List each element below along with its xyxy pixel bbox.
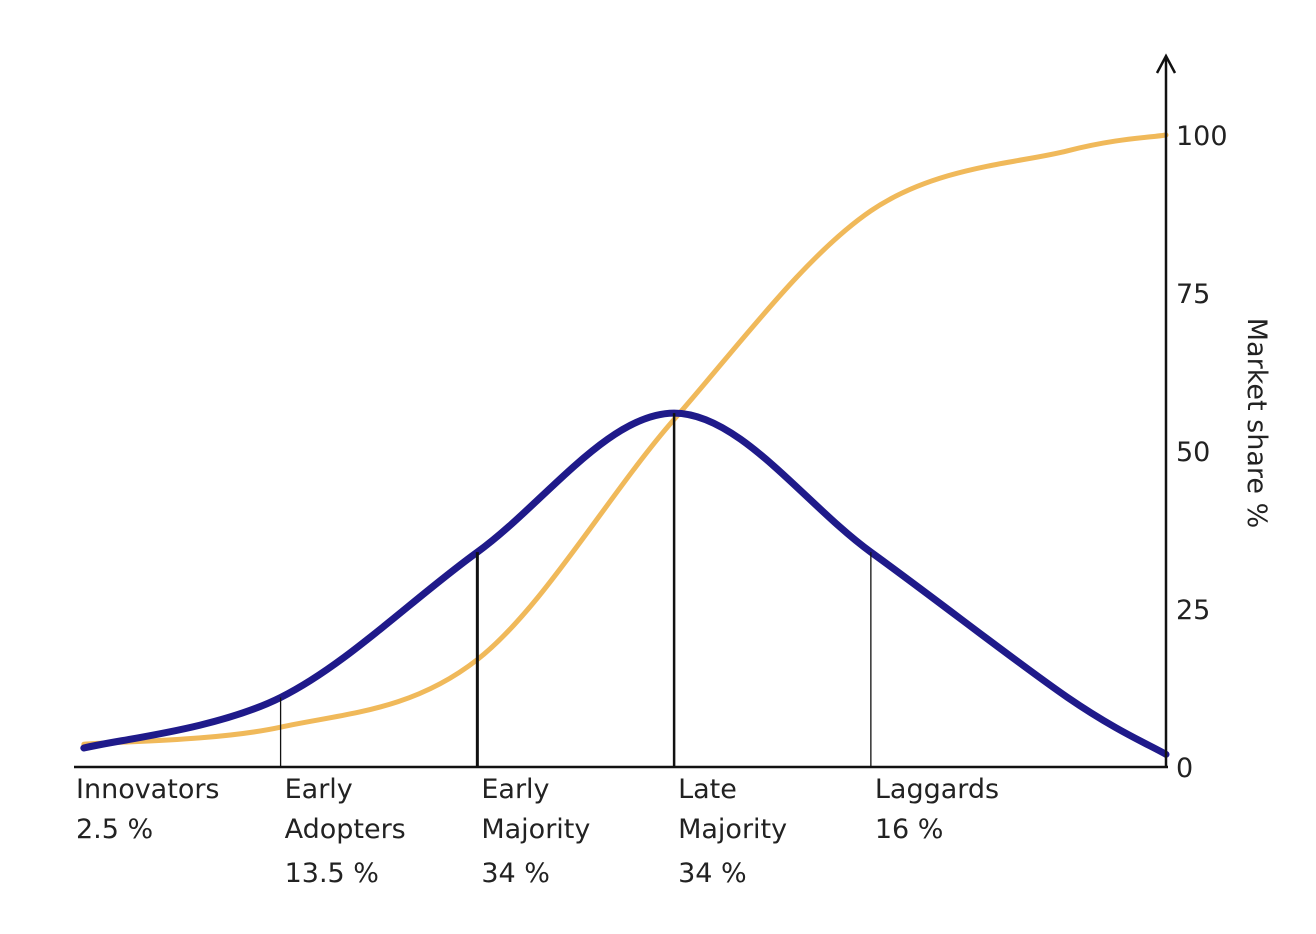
y-tick-label: 100	[1176, 121, 1228, 152]
category-share-label: 34 %	[678, 858, 747, 889]
category-name-label: Majority	[481, 814, 590, 845]
y-tick-label: 75	[1176, 279, 1210, 310]
curves-layer	[80, 132, 1170, 758]
category-share-label: 16 %	[875, 814, 944, 845]
y-tick-labels: 0 25 50 75 100	[1176, 121, 1228, 784]
y-tick-label: 50	[1176, 437, 1210, 468]
y-axis-title: Market share %	[1241, 318, 1272, 528]
category-share-label: 13.5 %	[285, 858, 379, 889]
category-name-label: Early	[481, 774, 549, 805]
category-name-label: Late	[678, 774, 737, 805]
y-tick-label: 0	[1176, 753, 1193, 784]
adoption-bell-curve	[80, 409, 1170, 758]
category-labels: Innovators 2.5 % Early Adopters 13.5 % Early M…	[76, 774, 999, 889]
category-share-label: 34 %	[481, 858, 550, 889]
category-name-label: Laggards	[875, 774, 999, 805]
y-tick-label: 25	[1176, 595, 1210, 626]
category-name-label: Adopters	[285, 814, 406, 845]
category-name-label: Early	[285, 774, 353, 805]
axes-layer	[74, 53, 1177, 769]
category-name-label: Majority	[678, 814, 787, 845]
segment-boundaries	[279, 413, 872, 767]
category-name-label: Innovators	[76, 774, 220, 805]
category-share-label: 2.5 %	[76, 814, 153, 845]
y-axis-arrowhead	[1155, 53, 1177, 74]
